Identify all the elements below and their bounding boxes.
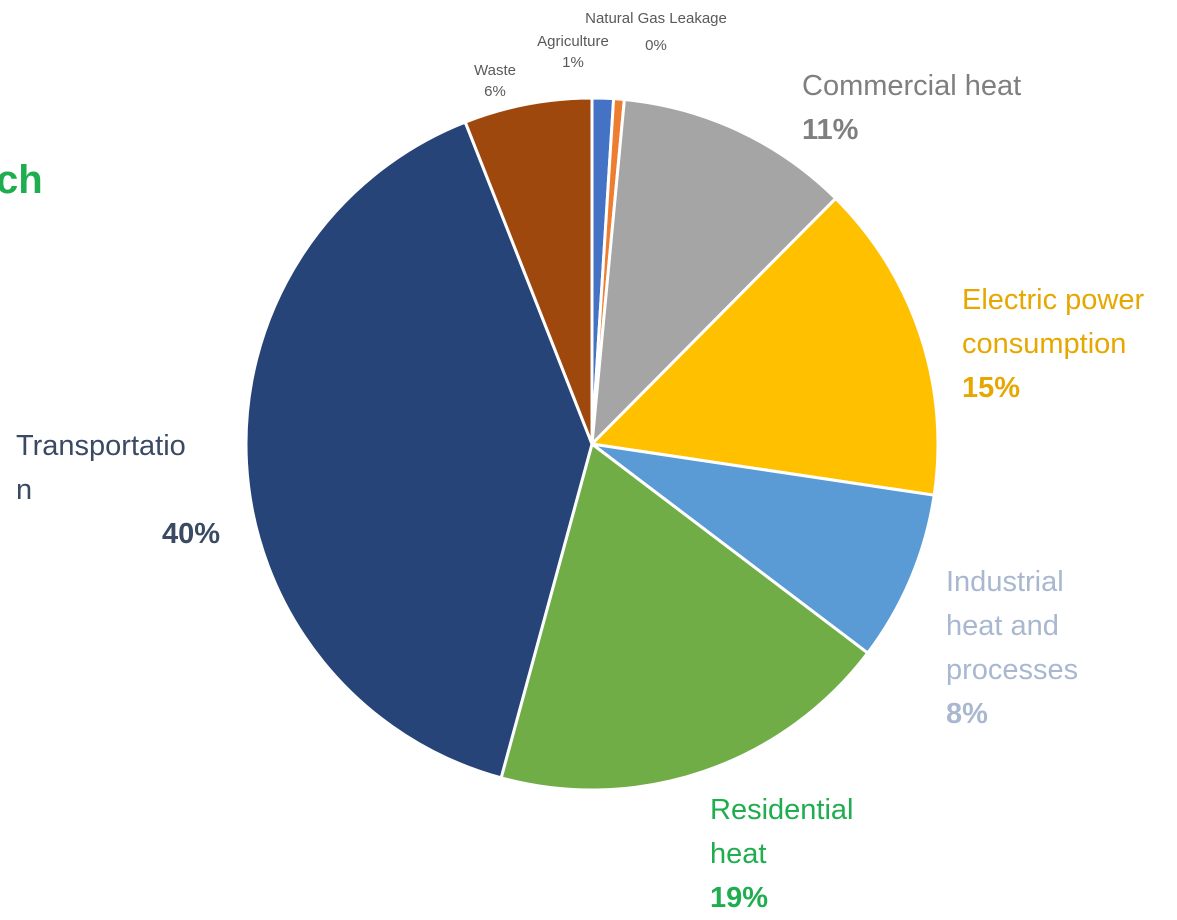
label-electric-name-1: Electric power <box>962 284 1145 316</box>
label-waste-name: Waste <box>474 62 516 79</box>
label-industrial-name-2: heat and <box>946 610 1059 642</box>
label-agriculture-name: Agriculture <box>537 33 609 50</box>
label-natural-gas-name: Natural Gas Leakage <box>585 10 727 27</box>
label-waste-pct: 6% <box>484 82 506 100</box>
label-industrial-name-1: Industrial <box>946 566 1064 598</box>
label-agriculture: Agriculture 1% <box>518 33 628 71</box>
pie-slice-commercial-heat <box>590 98 838 446</box>
label-agriculture-pct: 1% <box>562 53 584 71</box>
pie-slice-electric-power-consumption <box>590 196 940 497</box>
label-residential-name-1: Residential <box>710 794 854 826</box>
label-transportation-pct: 40% <box>162 518 221 550</box>
label-natural-gas-leakage: Natural Gas Leakage <box>566 10 746 28</box>
label-transportation-name-2: n <box>16 474 33 506</box>
label-electric-name-2: consumption <box>962 328 1127 360</box>
label-electric-power: Electric power consumption 15% <box>962 278 1144 410</box>
pie-slice-industrial-heat-and-processes <box>590 442 936 655</box>
label-commercial-heat: Commercial heat 11% <box>802 64 1021 152</box>
pie-slice-transportation <box>244 120 594 780</box>
label-industrial-name-3: processes <box>946 654 1079 686</box>
label-commercial-name: Commercial heat <box>802 70 1022 102</box>
label-waste: Waste 6% <box>462 62 528 100</box>
label-residential-pct: 19% <box>710 882 769 914</box>
pie-slice-residential-heat <box>499 442 870 792</box>
label-transportation: Transportatio n <box>16 424 186 512</box>
label-industrial-pct: 8% <box>946 698 988 730</box>
label-natural-gas-pct: 0% <box>645 37 667 54</box>
label-residential-name-2: heat <box>710 838 767 870</box>
label-electric-pct: 15% <box>962 372 1021 404</box>
pie-slice-waste <box>463 96 594 446</box>
partial-heading: ch <box>0 158 43 202</box>
label-residential-heat: Residential heat 19% <box>710 788 853 920</box>
label-industrial-heat: Industrial heat and processes 8% <box>946 560 1078 736</box>
label-commercial-pct: 11% <box>802 114 859 146</box>
label-transportation-name-1: Transportatio <box>16 430 186 462</box>
pie-slices <box>244 96 940 792</box>
